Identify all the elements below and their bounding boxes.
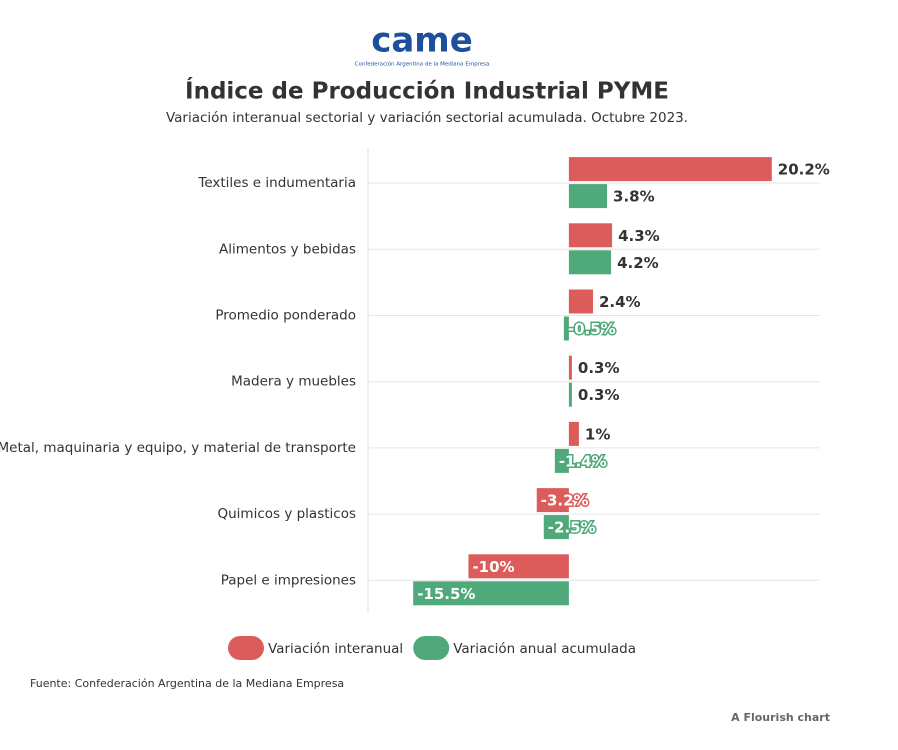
bar bbox=[536, 488, 569, 513]
bar bbox=[568, 184, 608, 209]
value-label: -0.5% bbox=[568, 320, 616, 338]
bar bbox=[568, 289, 593, 314]
credit: A Flourish chart bbox=[731, 711, 830, 724]
value-label: -1.4% bbox=[559, 452, 607, 470]
value-label: -3.2% bbox=[541, 492, 589, 510]
value-label: -10% bbox=[472, 558, 514, 576]
category-label: Promedio ponderado bbox=[215, 308, 356, 324]
bar bbox=[568, 250, 612, 275]
logo: came bbox=[371, 21, 473, 61]
bar bbox=[568, 157, 772, 182]
category-label: Alimentos y bebidas bbox=[219, 241, 356, 257]
bar bbox=[568, 382, 572, 407]
value-label: -15.5% bbox=[417, 585, 475, 603]
value-label: 4.3% bbox=[618, 227, 660, 245]
category-label: Metal, maquinaria y equipo, y material d… bbox=[0, 440, 356, 456]
bar bbox=[568, 355, 572, 380]
value-label: 3.8% bbox=[613, 188, 655, 206]
logo-caption: Confederación Argentina de la Mediana Em… bbox=[355, 61, 490, 68]
bar bbox=[413, 581, 569, 606]
legend-swatch bbox=[228, 636, 264, 660]
bar bbox=[568, 421, 579, 446]
bar bbox=[563, 316, 569, 341]
category-label: Madera y muebles bbox=[231, 374, 356, 390]
category-label: Textiles e indumentaria bbox=[197, 175, 356, 191]
chart-subtitle: Variación interanual sectorial y variaci… bbox=[166, 110, 688, 126]
category-label: Quimicos y plasticos bbox=[217, 506, 356, 522]
source: Fuente: Confederación Argentina de la Me… bbox=[30, 677, 344, 690]
legend-swatch bbox=[413, 636, 450, 660]
bar bbox=[468, 554, 569, 579]
value-label: 1% bbox=[585, 425, 610, 443]
value-label: 0.3% bbox=[578, 359, 620, 377]
bar bbox=[554, 448, 569, 473]
value-label: 20.2% bbox=[778, 161, 830, 179]
bar bbox=[543, 515, 569, 540]
value-label: 4.2% bbox=[617, 254, 659, 272]
legend-label: Variación anual acumulada bbox=[453, 641, 636, 657]
category-label: Papel e impresiones bbox=[221, 572, 356, 588]
bar bbox=[568, 223, 613, 248]
legend-label: Variación interanual bbox=[268, 641, 403, 657]
chart-title: Índice de Producción Industrial PYME bbox=[185, 77, 669, 105]
value-label: 0.3% bbox=[578, 386, 620, 404]
value-label: -2.5% bbox=[548, 519, 596, 537]
value-label: 2.4% bbox=[599, 293, 641, 311]
